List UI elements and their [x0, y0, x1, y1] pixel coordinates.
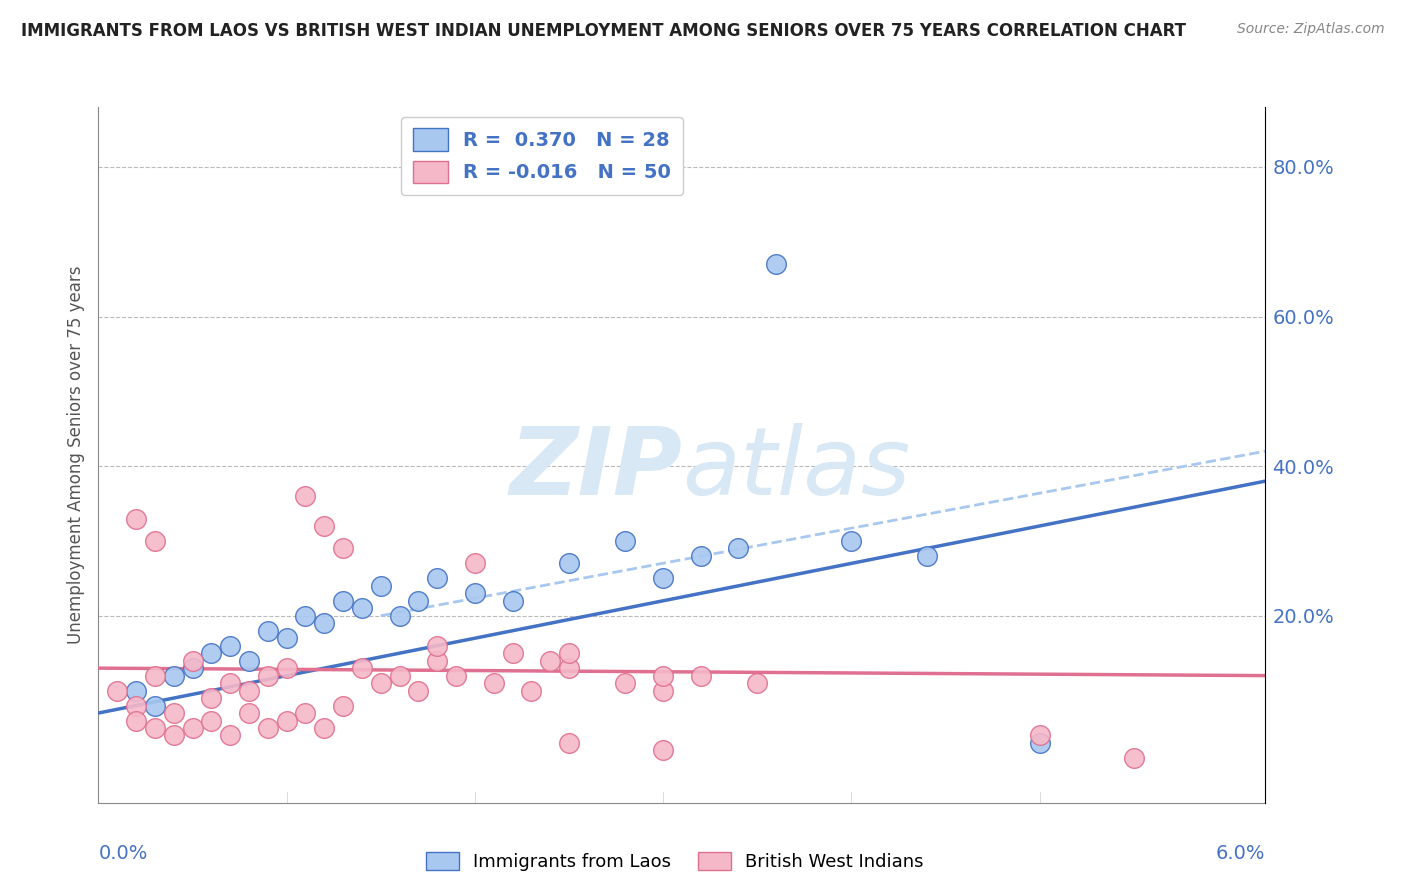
Legend: Immigrants from Laos, British West Indians: Immigrants from Laos, British West India… — [419, 845, 931, 879]
Point — [558, 736, 581, 750]
Text: 6.0%: 6.0% — [1216, 844, 1265, 863]
Point — [614, 533, 637, 548]
Point — [727, 541, 749, 556]
Point — [143, 533, 166, 548]
Point — [143, 721, 166, 735]
Point — [332, 594, 354, 608]
Point — [294, 608, 316, 623]
Point — [276, 661, 298, 675]
Point — [332, 541, 354, 556]
Point — [538, 654, 561, 668]
Point — [747, 676, 769, 690]
Point — [163, 729, 186, 743]
Point — [350, 601, 373, 615]
Text: Source: ZipAtlas.com: Source: ZipAtlas.com — [1237, 22, 1385, 37]
Point — [426, 639, 449, 653]
Point — [652, 683, 675, 698]
Point — [105, 683, 128, 698]
Point — [181, 721, 204, 735]
Point — [502, 646, 524, 660]
Point — [464, 557, 486, 571]
Point — [276, 631, 298, 645]
Point — [689, 668, 711, 682]
Point — [652, 571, 675, 585]
Text: atlas: atlas — [682, 424, 910, 515]
Y-axis label: Unemployment Among Seniors over 75 years: Unemployment Among Seniors over 75 years — [66, 266, 84, 644]
Point — [652, 668, 675, 682]
Point — [614, 676, 637, 690]
Point — [520, 683, 543, 698]
Point — [125, 698, 148, 713]
Point — [163, 706, 186, 720]
Point — [839, 533, 862, 548]
Point — [125, 714, 148, 728]
Point — [370, 676, 392, 690]
Point — [314, 519, 336, 533]
Point — [143, 698, 166, 713]
Point — [558, 557, 581, 571]
Point — [219, 676, 242, 690]
Point — [294, 706, 316, 720]
Point — [181, 661, 204, 675]
Point — [143, 668, 166, 682]
Point — [219, 639, 242, 653]
Point — [125, 511, 148, 525]
Text: ZIP: ZIP — [509, 423, 682, 515]
Point — [558, 661, 581, 675]
Point — [314, 721, 336, 735]
Point — [765, 257, 787, 271]
Point — [294, 489, 316, 503]
Point — [314, 616, 336, 631]
Text: IMMIGRANTS FROM LAOS VS BRITISH WEST INDIAN UNEMPLOYMENT AMONG SENIORS OVER 75 Y: IMMIGRANTS FROM LAOS VS BRITISH WEST IND… — [21, 22, 1187, 40]
Point — [332, 698, 354, 713]
Point — [181, 654, 204, 668]
Point — [1028, 729, 1050, 743]
Point — [464, 586, 486, 600]
Point — [238, 683, 260, 698]
Point — [219, 729, 242, 743]
Point — [200, 646, 222, 660]
Point — [689, 549, 711, 563]
Point — [256, 721, 278, 735]
Point — [482, 676, 505, 690]
Point — [1122, 751, 1144, 765]
Point — [915, 549, 938, 563]
Text: 0.0%: 0.0% — [98, 844, 148, 863]
Point — [388, 668, 411, 682]
Point — [408, 594, 430, 608]
Point — [370, 579, 392, 593]
Point — [652, 743, 675, 757]
Point — [1028, 736, 1050, 750]
Point — [426, 654, 449, 668]
Point — [256, 668, 278, 682]
Point — [276, 714, 298, 728]
Point — [200, 714, 222, 728]
Point — [200, 691, 222, 706]
Point — [408, 683, 430, 698]
Point — [502, 594, 524, 608]
Legend: R =  0.370   N = 28, R = -0.016   N = 50: R = 0.370 N = 28, R = -0.016 N = 50 — [401, 117, 683, 194]
Point — [238, 706, 260, 720]
Point — [350, 661, 373, 675]
Point — [125, 683, 148, 698]
Point — [426, 571, 449, 585]
Point — [388, 608, 411, 623]
Point — [444, 668, 467, 682]
Point — [163, 668, 186, 682]
Point — [558, 646, 581, 660]
Point — [256, 624, 278, 638]
Point — [238, 654, 260, 668]
